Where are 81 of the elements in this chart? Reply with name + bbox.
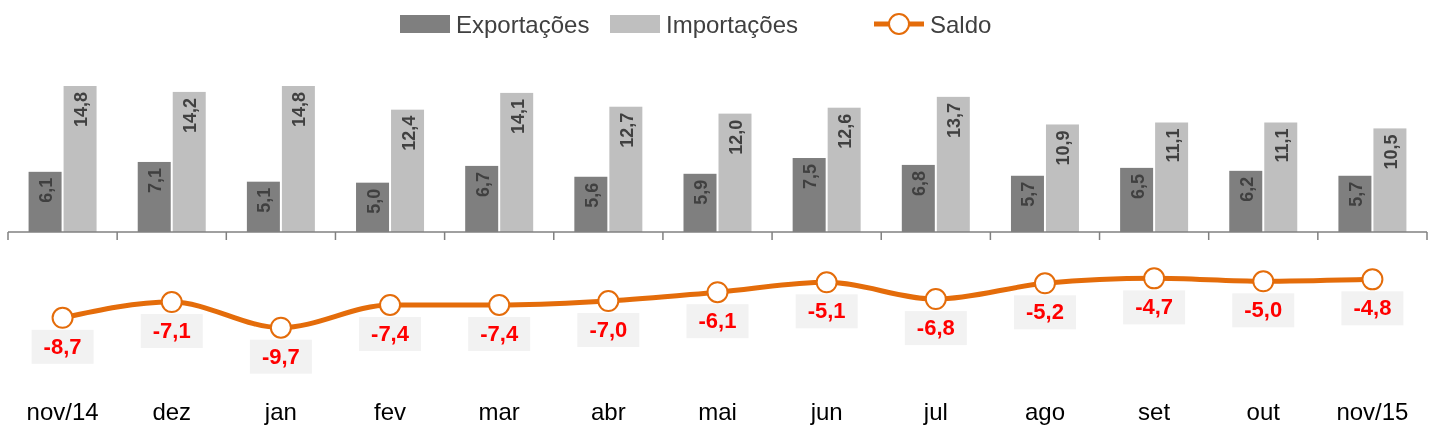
x-tick-label: nov/15	[1336, 398, 1409, 425]
data-label: 5,1	[254, 187, 275, 213]
data-label: 10,5	[1380, 134, 1401, 170]
x-tick-label: nov/14	[26, 398, 99, 425]
legend-label: Exportações	[456, 11, 590, 38]
data-label: -7,4	[480, 321, 519, 346]
point	[815, 271, 838, 294]
bar	[500, 92, 534, 232]
data-label: 14,8	[71, 92, 92, 128]
data-label: 6,7	[472, 171, 493, 197]
bar	[1155, 122, 1189, 232]
legend-label: Importações	[666, 11, 799, 38]
x-tick-label: jan	[263, 398, 297, 425]
data-label: -5,2	[1026, 299, 1064, 325]
x-tick-label: jul	[922, 398, 948, 425]
data-label: -9,7	[261, 343, 300, 369]
point	[1033, 272, 1056, 295]
data-label: 10,9	[1053, 130, 1074, 166]
bar	[827, 107, 861, 232]
x-tick-label: abr	[591, 398, 626, 425]
point	[51, 306, 74, 329]
data-label: -7,0	[589, 317, 628, 343]
x-tick-label: out	[1246, 398, 1281, 425]
data-label: 12,6	[835, 113, 856, 149]
bar	[936, 96, 970, 232]
bar	[1045, 124, 1079, 232]
data-label: 6,2	[1236, 176, 1257, 202]
point	[1252, 270, 1275, 293]
data-label: -6,8	[916, 315, 955, 341]
data-label: -8,7	[43, 333, 82, 359]
legend-label: Saldo	[930, 11, 992, 38]
x-tick-label: jun	[809, 398, 843, 425]
data-label: 7,5	[800, 164, 821, 190]
x-tick-label: ago	[1024, 398, 1065, 425]
point	[924, 288, 947, 311]
data-label: -7,4	[371, 321, 410, 346]
bar	[63, 86, 97, 232]
data-label: 5,7	[1345, 181, 1366, 207]
bar	[172, 91, 206, 232]
data-label: 12,4	[398, 115, 419, 151]
data-label: 7,1	[145, 167, 166, 193]
x-tick-label: set	[1138, 398, 1171, 425]
data-label: 5,9	[691, 179, 711, 205]
bar	[1264, 122, 1298, 232]
data-label: 6,5	[1127, 173, 1148, 199]
data-label: -5,1	[807, 298, 846, 324]
data-label: 14,2	[180, 97, 201, 133]
data-label: 6,8	[909, 170, 930, 196]
data-label: 14,8	[289, 92, 310, 128]
bar	[1373, 128, 1407, 232]
data-label: 11,1	[1162, 128, 1183, 163]
point	[269, 316, 292, 339]
data-label: 5,0	[363, 188, 384, 214]
data-label: 14,1	[507, 98, 528, 134]
x-tick-label: mai	[698, 398, 737, 425]
x-tick-label: mar	[478, 398, 520, 425]
data-label: -4,7	[1135, 294, 1174, 320]
data-label: -4,8	[1353, 295, 1392, 321]
data-label: 5,7	[1018, 181, 1039, 207]
x-tick-label: fev	[374, 398, 407, 425]
data-label: 12,0	[726, 119, 746, 155]
point	[1143, 267, 1166, 290]
data-label: -7,1	[152, 318, 191, 344]
bar	[391, 109, 425, 232]
bar	[609, 106, 643, 232]
point	[1361, 268, 1384, 291]
data-label: 11,1	[1271, 128, 1292, 163]
point	[597, 290, 620, 313]
point	[488, 294, 511, 316]
data-label: -5,0	[1244, 297, 1283, 323]
data-label: 12,7	[616, 112, 637, 148]
data-label: 5,6	[581, 182, 602, 208]
data-label: -6,1	[698, 308, 737, 334]
x-tick-label: dez	[152, 398, 192, 425]
data-label: 13,7	[944, 102, 965, 138]
bar	[281, 86, 315, 232]
point	[160, 291, 183, 314]
point	[379, 294, 402, 316]
point	[706, 281, 729, 304]
data-label: 6,1	[36, 177, 57, 203]
bar	[718, 113, 752, 232]
